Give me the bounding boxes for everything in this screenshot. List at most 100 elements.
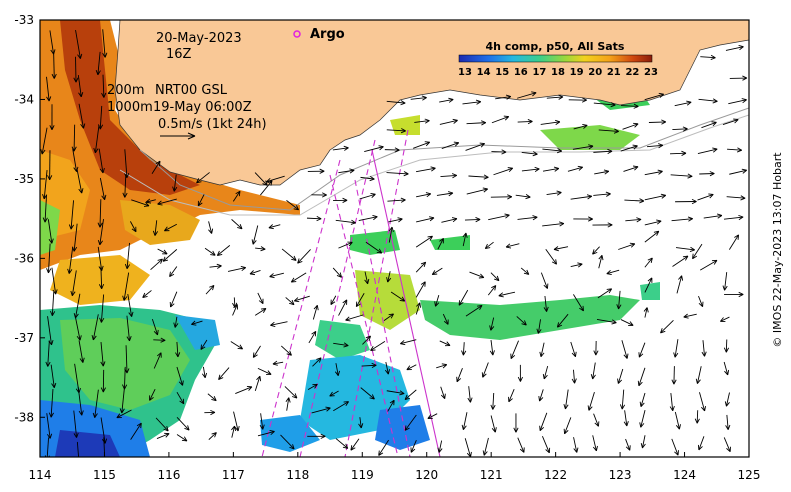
current-vector xyxy=(370,340,386,351)
current-vector xyxy=(703,213,723,219)
current-vector xyxy=(72,148,79,172)
current-vector xyxy=(259,413,265,430)
argo-legend-label: Argo xyxy=(310,27,345,42)
current-vector xyxy=(542,435,551,454)
vector-scale-label: 0.5m/s (1kt 24h) xyxy=(158,117,267,132)
current-vector xyxy=(197,194,205,207)
current-vector xyxy=(573,216,593,222)
current-vector xyxy=(91,314,99,341)
current-vector xyxy=(491,149,507,155)
current-vector xyxy=(442,313,449,325)
current-vector xyxy=(122,174,128,198)
current-vector xyxy=(129,221,137,233)
current-vector xyxy=(176,434,188,442)
current-vector xyxy=(570,194,593,200)
colorbar-tick-label: 17 xyxy=(532,67,546,78)
current-vector xyxy=(254,308,267,316)
current-vector xyxy=(254,172,268,186)
current-vector xyxy=(489,317,495,331)
current-vector xyxy=(156,432,170,439)
plot-frame xyxy=(39,19,750,458)
current-vector xyxy=(164,223,178,232)
current-vector xyxy=(51,52,57,79)
current-vector xyxy=(594,169,610,175)
current-vector xyxy=(723,339,730,353)
current-vector xyxy=(307,433,326,439)
current-vector xyxy=(676,275,684,294)
current-vector xyxy=(150,258,163,271)
current-vector xyxy=(672,126,688,132)
current-vector xyxy=(410,440,417,453)
y-tick-label: -36 xyxy=(14,251,34,265)
current-vector xyxy=(725,414,731,430)
current-vector xyxy=(466,120,487,126)
current-vector xyxy=(365,241,383,254)
current-vector xyxy=(573,437,579,453)
current-vector xyxy=(208,432,217,440)
current-vector xyxy=(362,335,371,345)
current-vector xyxy=(567,165,583,172)
current-vector xyxy=(694,410,700,424)
current-vector xyxy=(490,272,500,282)
y-axis: -33 -34 -35 -36 -37 -38 xyxy=(14,13,45,424)
current-vector xyxy=(482,437,489,456)
current-vector xyxy=(386,100,406,106)
current-vector xyxy=(728,234,740,250)
current-vector xyxy=(386,128,406,134)
colorbar-tick-label: 15 xyxy=(495,67,509,78)
current-vector xyxy=(465,305,483,317)
x-tick-label: 122 xyxy=(544,468,567,482)
current-vector xyxy=(671,438,679,456)
hour-label: 16Z xyxy=(166,47,192,62)
current-vector xyxy=(176,366,184,386)
x-tick-label: 124 xyxy=(673,468,696,482)
colorbar-title: 4h comp, p50, All Sats xyxy=(486,40,625,53)
current-vector xyxy=(50,291,56,316)
current-vector xyxy=(675,198,697,205)
current-vector xyxy=(436,363,448,369)
current-vector xyxy=(209,263,222,269)
current-vector xyxy=(145,198,156,204)
current-vector xyxy=(593,413,600,427)
current-vector xyxy=(540,119,561,125)
current-vector xyxy=(466,187,488,195)
x-tick-label: 117 xyxy=(222,468,245,482)
current-vector xyxy=(40,127,48,155)
current-vector xyxy=(517,119,533,125)
current-vector xyxy=(725,45,744,51)
current-vector xyxy=(542,166,560,172)
x-tick-label: 114 xyxy=(29,468,52,482)
current-vector xyxy=(73,410,79,438)
current-vector xyxy=(644,92,664,101)
current-vector xyxy=(638,342,646,358)
x-tick-label: 116 xyxy=(157,468,180,482)
current-vector xyxy=(308,330,317,344)
current-vector xyxy=(364,271,370,285)
current-vector xyxy=(268,224,281,230)
current-vector xyxy=(285,297,295,306)
y-tick-label: -33 xyxy=(14,13,34,27)
current-vector xyxy=(729,168,747,175)
current-vector xyxy=(46,76,52,102)
current-vector xyxy=(521,151,538,157)
current-vector xyxy=(97,219,104,246)
current-vector xyxy=(701,340,707,357)
current-vector xyxy=(77,75,84,98)
sst-cool-patch xyxy=(40,305,220,457)
current-vector xyxy=(536,319,542,334)
current-vector xyxy=(461,342,467,356)
current-vector xyxy=(697,147,718,155)
current-vector xyxy=(556,313,569,328)
current-vector xyxy=(568,97,587,103)
current-vector xyxy=(200,339,208,350)
current-vector xyxy=(360,176,375,182)
x-tick-label: 121 xyxy=(480,468,503,482)
x-tick-label: 119 xyxy=(351,468,374,482)
current-vector xyxy=(723,214,744,221)
current-vector xyxy=(49,104,55,131)
current-vector xyxy=(697,436,705,451)
current-vector xyxy=(93,125,100,154)
current-vector xyxy=(513,413,519,433)
current-vector xyxy=(698,98,718,104)
current-vector xyxy=(570,341,577,358)
